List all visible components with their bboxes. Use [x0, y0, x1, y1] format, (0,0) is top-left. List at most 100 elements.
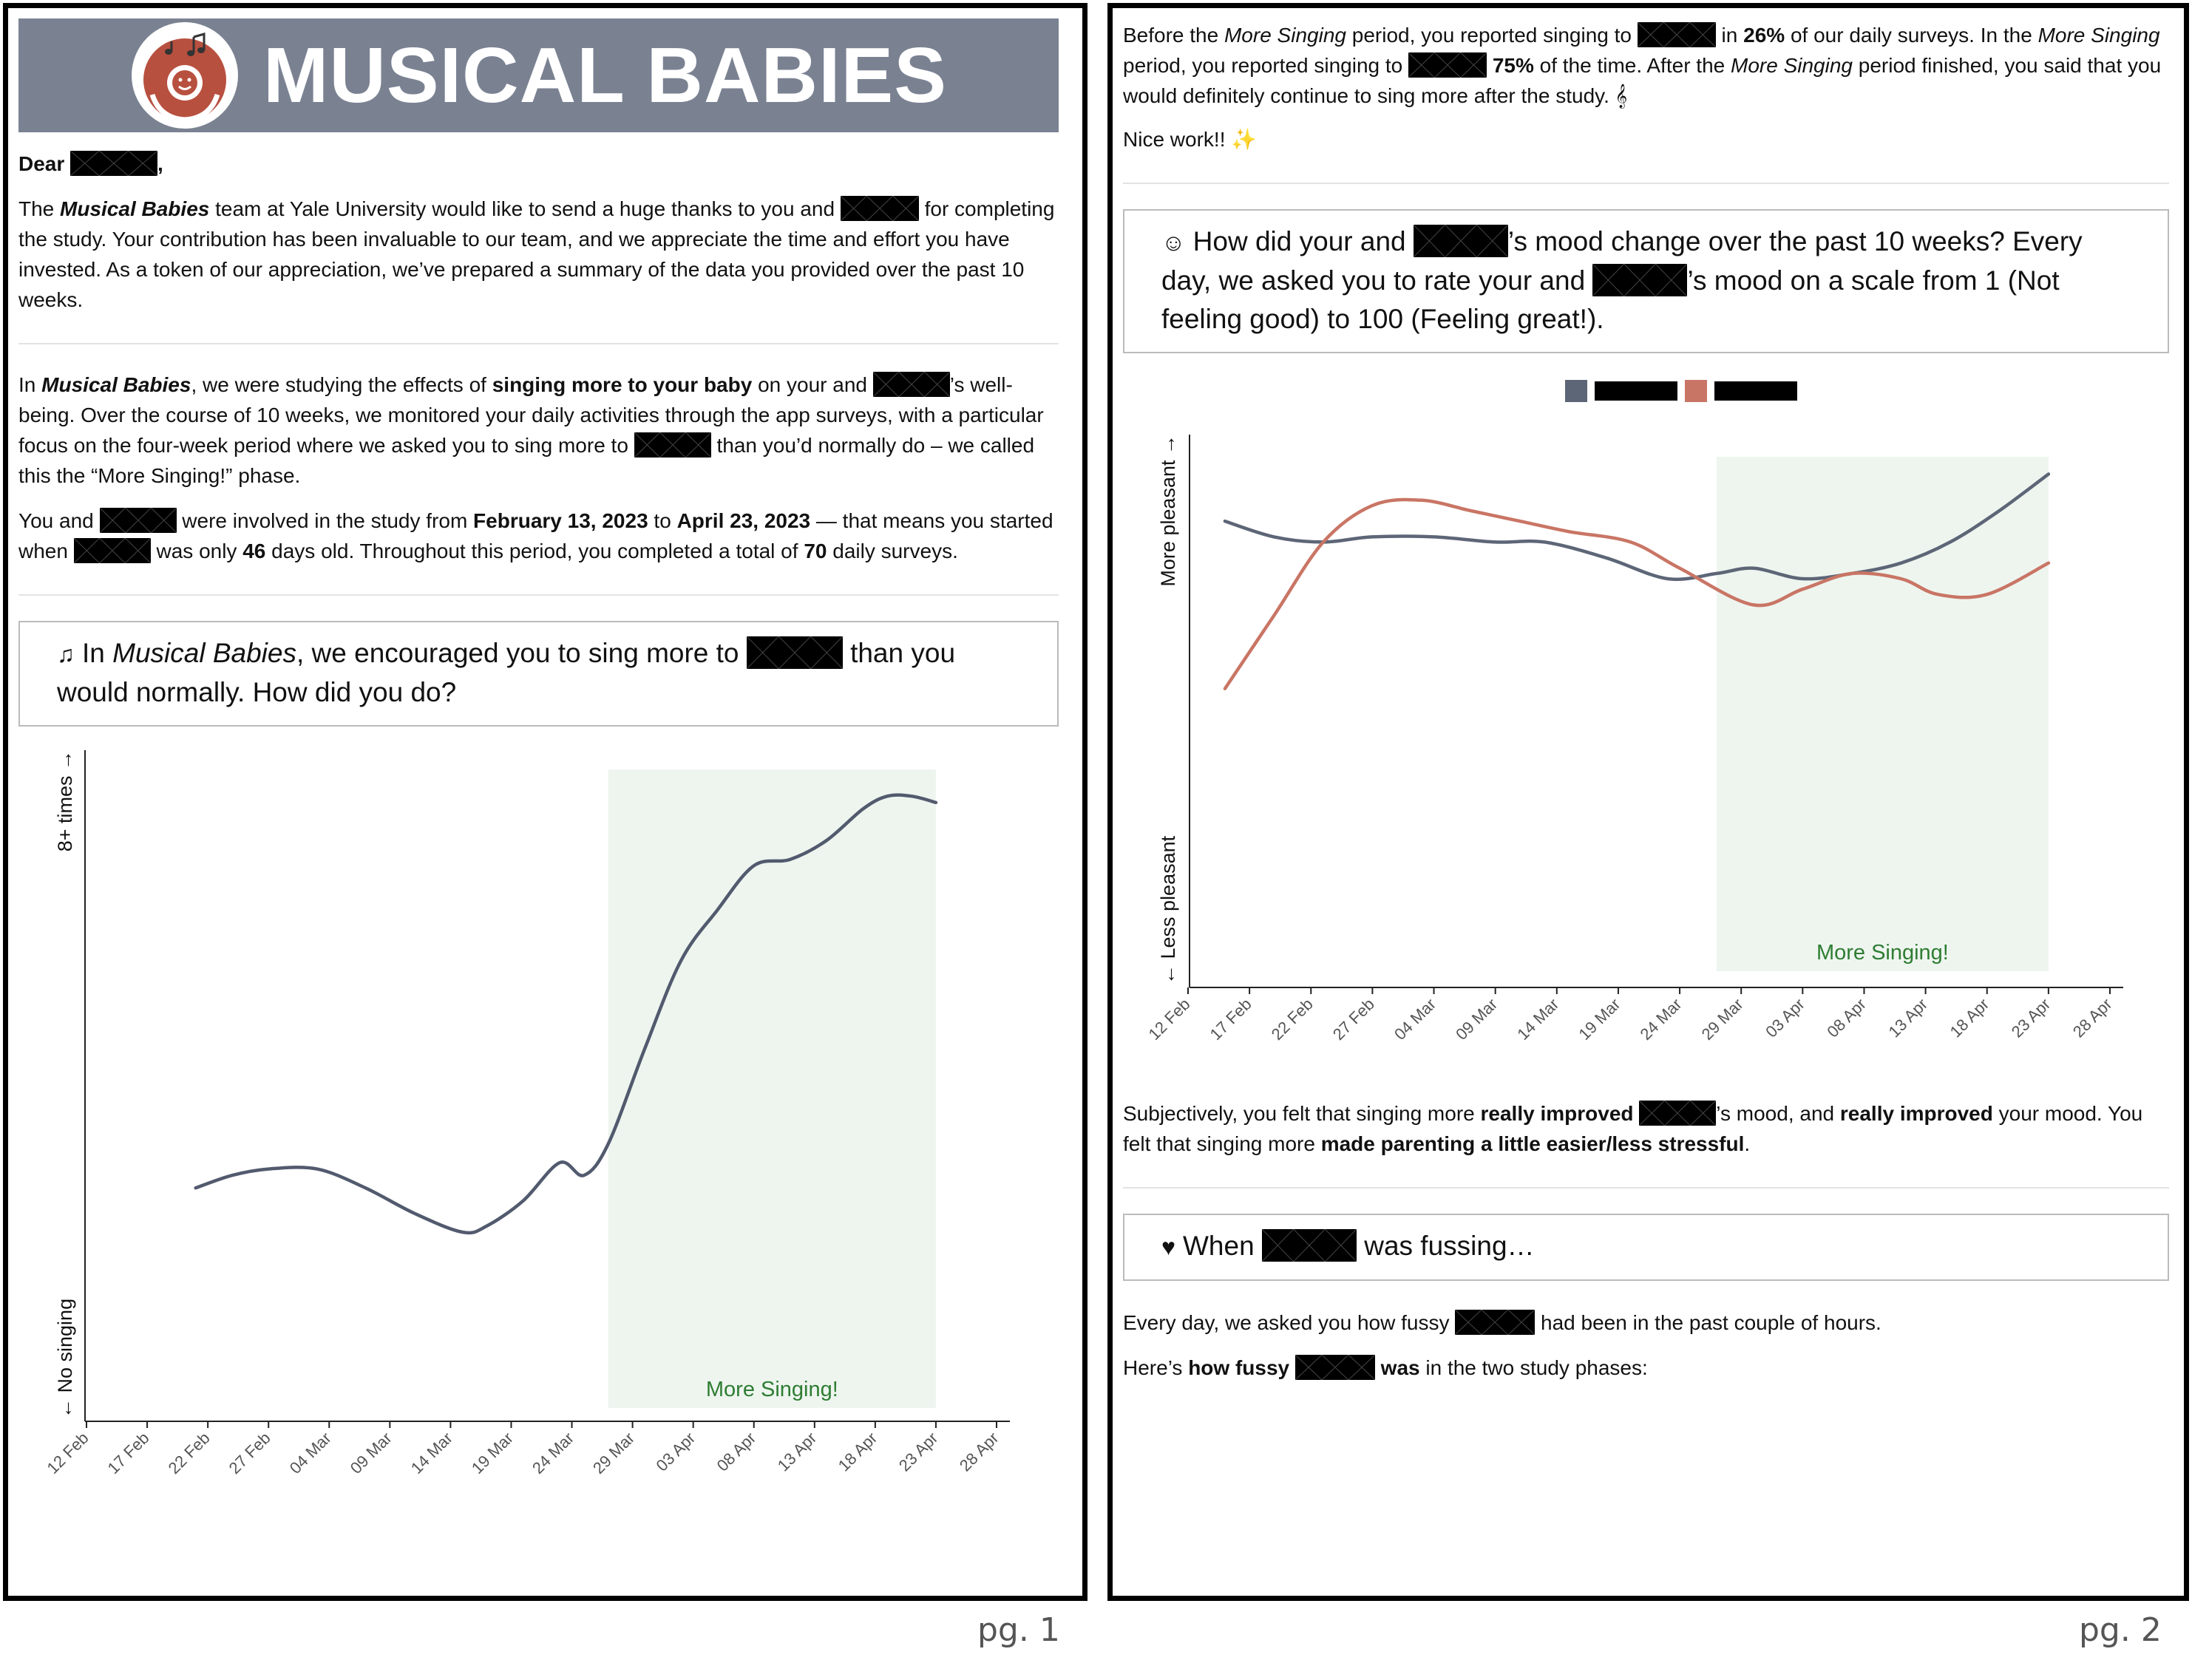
fuss-phases-text-2: in the two study phases:: [1419, 1356, 1648, 1379]
redaction-box: [73, 537, 151, 563]
summary-text-2: period, you reported singing to: [1346, 24, 1632, 47]
y-label-top: More pleasant →: [1157, 435, 1179, 587]
x-tick-label: 29 Mar: [589, 1429, 638, 1477]
music-notes-icon: ♫: [57, 641, 75, 667]
fuss-phases-bold-2: was: [1374, 1356, 1420, 1379]
series-line-2: [1223, 497, 2051, 690]
x-tick-label: 22 Feb: [1268, 995, 1317, 1044]
during-singing-percent: 75%: [1492, 54, 1534, 77]
x-tick-label: 08 Apr: [1823, 995, 1870, 1041]
age-days: 46: [242, 540, 266, 562]
dates-text-4: — that means you started when: [18, 509, 1053, 562]
intro-paragraph: The Musical Babies team at Yale Universi…: [18, 194, 1059, 315]
intro-text-1: The: [18, 197, 61, 220]
x-tick-label: 19 Mar: [468, 1429, 517, 1477]
mood-chart: More Singing! 12 Feb 17 Feb 22 Feb 27 Feb 04 …: [1144, 380, 2123, 1044]
mood-question-text-1: How did your and: [1192, 226, 1406, 256]
x-tick-label: 17 Feb: [1207, 995, 1255, 1044]
series-line-1: [1223, 472, 2051, 582]
question-text-1: In: [82, 638, 113, 668]
x-tick-label: 19 Mar: [1575, 995, 1623, 1044]
page-2: Before the More Singing period, you repo…: [1107, 3, 2189, 1601]
dates-text-3: to: [648, 509, 677, 532]
mood-question-text-2: ’s mood change over the past 10 weeks? E…: [1161, 226, 2083, 296]
summary-text-4: of our daily surveys. In the: [1785, 24, 2038, 47]
fuss-phases-paragraph: Here’s how fussy was in the two study ph…: [1123, 1353, 2169, 1383]
fuss-daily-paragraph: Every day, we asked you how fussy had be…: [1123, 1307, 2169, 1338]
legend-label-redacted-1: [1595, 381, 1677, 401]
fuss-question-text-1: When: [1183, 1231, 1255, 1261]
pre-singing-percent: 26%: [1743, 24, 1785, 47]
page-1: MUSICAL BABIES Dear , The Musical Babies…: [3, 3, 1087, 1601]
study-text-3: on your and: [752, 373, 867, 396]
summary-phase-2: More Singing: [2037, 24, 2160, 47]
x-tick-label: 03 Apr: [653, 1429, 699, 1475]
series-line-1: [194, 793, 938, 1235]
dates-paragraph: You and were involved in the study from …: [18, 506, 1059, 566]
dates-text-1: You and: [18, 509, 94, 532]
x-tick-label: 12 Feb: [43, 1429, 92, 1477]
page-number-2: pg. 2: [2079, 1611, 2162, 1649]
fuss-phases-bold-1: how fussy: [1188, 1356, 1290, 1379]
x-tick-label: 13 Apr: [1884, 995, 1931, 1041]
y-label-bottom: ← Less pleasant: [1157, 835, 1179, 984]
x-tick-label: 17 Feb: [104, 1429, 152, 1477]
y-label-top: 8+ times →: [54, 750, 76, 851]
study-focus: singing more to your baby: [492, 373, 753, 396]
baby-mood-result: really improved: [1480, 1102, 1634, 1125]
redaction-box: [1413, 225, 1508, 258]
page-1-content: MUSICAL BABIES Dear , The Musical Babies…: [18, 18, 1059, 1480]
fuss-phases-text-1: Here’s: [1123, 1356, 1189, 1379]
mood-result-text-1: Subjectively, you felt that singing more: [1123, 1102, 1481, 1125]
nice-work-text: Nice work!!: [1123, 128, 1232, 151]
title-banner: MUSICAL BABIES: [18, 18, 1059, 132]
mood-result-text-3: your mood. You felt that singing more: [1123, 1102, 2143, 1155]
x-tick-label: 09 Mar: [347, 1429, 396, 1477]
study-text-1: In: [18, 373, 42, 396]
redaction-box: [872, 371, 950, 397]
x-tick-label: 09 Mar: [1452, 995, 1501, 1044]
question-text-3: than you would normally. How did you do?: [57, 638, 956, 707]
summary-text-7: period finished, you said that you would…: [1123, 54, 2162, 107]
party-popper-icon: ✨: [1231, 128, 1258, 151]
divider: [1123, 1187, 2169, 1188]
legend-swatch-1: [1565, 380, 1587, 402]
mood-result-paragraph: Subjectively, you felt that singing more…: [1123, 1098, 2169, 1159]
x-tick-label: 08 Apr: [713, 1429, 760, 1475]
x-tick-label: 28 Apr: [956, 1429, 1002, 1475]
x-tick-label: 27 Feb: [225, 1429, 274, 1477]
legend-label-redacted-2: [1714, 381, 1797, 401]
more-singing-region: [608, 769, 936, 1408]
dates-text-6: days old. Throughout this period, you co…: [265, 540, 804, 562]
x-tick-label: 03 Apr: [1762, 995, 1808, 1041]
study-text-5: than you’d normally do – we called this …: [18, 434, 1035, 487]
start-date: February 13, 2023: [473, 509, 648, 532]
x-tick-label: 04 Mar: [1391, 995, 1439, 1044]
redaction-box: [1294, 1354, 1375, 1380]
x-tick-label: 13 Apr: [774, 1429, 821, 1475]
x-tick-label: 24 Mar: [529, 1429, 577, 1477]
x-tick-label: 14 Mar: [407, 1429, 456, 1477]
x-tick-label: 12 Feb: [1144, 995, 1193, 1044]
baby-face-icon: ☺: [1161, 229, 1186, 256]
music-score-icon: 𝄞: [1615, 84, 1628, 107]
singing-question-box: ♫ In Musical Babies, we encouraged you to…: [18, 621, 1059, 727]
redaction-box: [70, 150, 158, 176]
x-tick-label: 27 Feb: [1329, 995, 1378, 1044]
study-text-4: ’s well-being. Over the course of 10 wee…: [18, 373, 1044, 457]
x-tick-label: 04 Mar: [286, 1429, 335, 1477]
greeting: Dear ,: [18, 149, 1059, 179]
mood-question-box: ☺ How did your and ’s mood change over th…: [1123, 209, 2169, 353]
x-tick-label: 29 Mar: [1698, 995, 1747, 1044]
summary-phase-3: More Singing: [1731, 54, 1853, 77]
fuss-question-text-2: was fussing…: [1356, 1231, 1535, 1261]
summary-text-3: in: [1715, 24, 1744, 47]
x-tick-label: 23 Apr: [895, 1429, 942, 1475]
intro-text-2: team at Yale University would like to se…: [209, 197, 835, 220]
page-number-1: pg. 1: [977, 1611, 1060, 1649]
more-singing-label: More Singing!: [1816, 941, 1949, 965]
person-rocking-baby-icon: ♥: [1161, 1234, 1175, 1260]
redaction-box: [746, 636, 843, 670]
x-tick-label: 28 Apr: [2069, 995, 2116, 1041]
singing-frequency-chart: More Singing! 12 Feb 17 Feb 22 Feb 27 Feb 04 …: [43, 750, 1010, 1477]
